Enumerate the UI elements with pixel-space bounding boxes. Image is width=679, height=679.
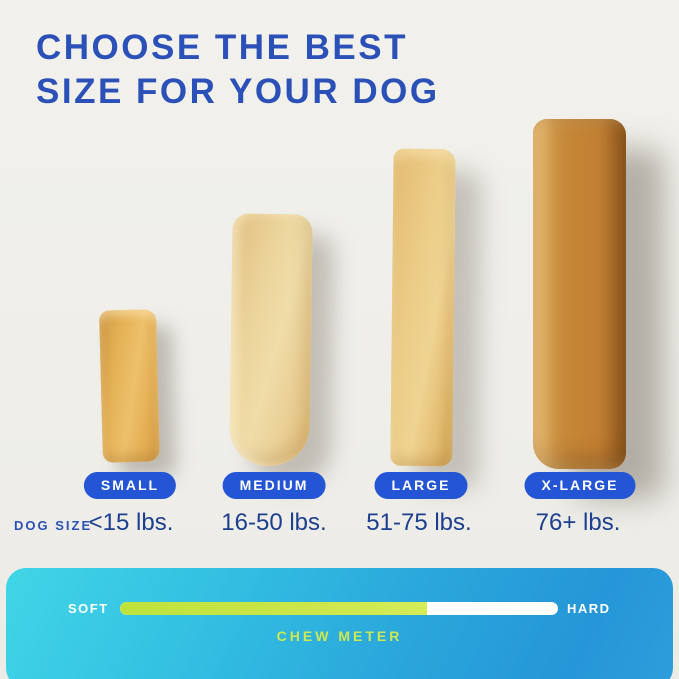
title-line-1: CHOOSE THE BEST xyxy=(36,28,408,67)
weight-x-large: 76+ lbs. xyxy=(535,509,621,536)
weight-small: <15 lbs. xyxy=(88,509,174,536)
size-badge-large: LARGE xyxy=(374,472,468,499)
chew-meter-track xyxy=(120,602,558,615)
meter-hard-label: HARD xyxy=(567,601,611,616)
meter-soft-label: SOFT xyxy=(68,601,109,616)
weight-medium: 16-50 lbs. xyxy=(221,509,327,536)
chew-meter-card xyxy=(6,568,673,679)
small-chew-image xyxy=(99,309,160,463)
chew-meter-title: CHEW METER xyxy=(276,628,403,644)
size-badge-small: SMALL xyxy=(83,472,177,499)
size-badge-medium: MEDIUM xyxy=(222,472,326,499)
dog-size-row-label: DOG SIZE xyxy=(14,518,93,533)
weight-large: 51-75 lbs. xyxy=(366,509,472,536)
page-title: CHOOSE THE BEST SIZE FOR YOUR DOG xyxy=(36,26,440,114)
size-badge-x-large: X-LARGE xyxy=(524,472,636,499)
title-line-2: SIZE FOR YOUR DOG xyxy=(36,72,440,111)
medium-chew-image xyxy=(229,213,313,467)
x-large-chew-image xyxy=(533,119,626,469)
large-chew-image xyxy=(390,148,456,467)
chew-meter-fill xyxy=(120,602,427,615)
